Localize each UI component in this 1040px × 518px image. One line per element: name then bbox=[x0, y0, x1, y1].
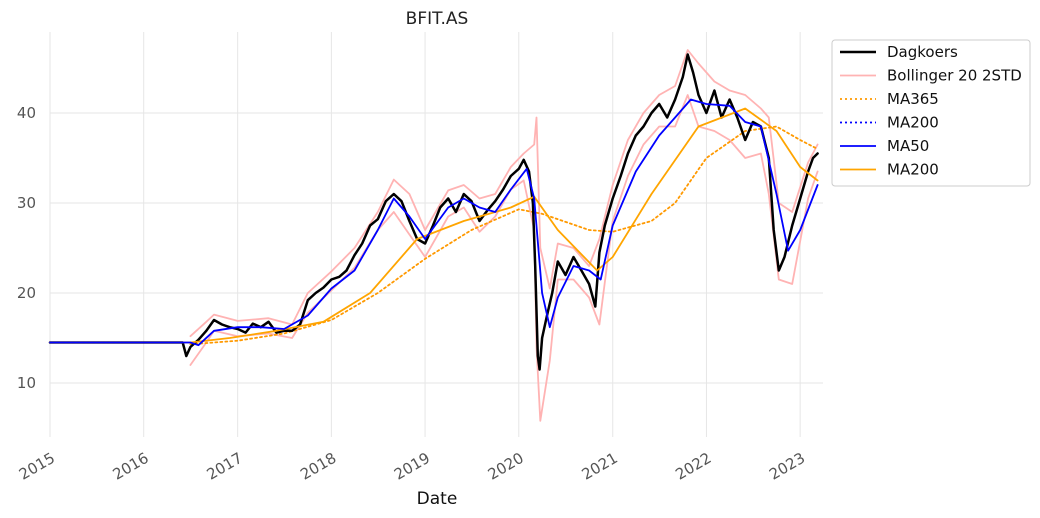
x-tick-label: 2021 bbox=[579, 449, 621, 484]
y-tick-label: 20 bbox=[17, 284, 36, 302]
x-tick-label: 2016 bbox=[110, 449, 152, 484]
series-layer bbox=[48, 49, 819, 422]
legend-label: Dagkoers bbox=[887, 43, 958, 61]
series-line-dagkoers-0 bbox=[48, 53, 819, 371]
x-tick-label: 2017 bbox=[204, 449, 246, 484]
series-bollinger-upper-line bbox=[189, 49, 819, 338]
axis-layer: 10 20 30 40 2015 2016 2017 2018 2019 2020 2021 2022… bbox=[16, 104, 808, 484]
y-tick-label: 30 bbox=[17, 194, 36, 212]
legend-label: Bollinger 20 2STD bbox=[887, 67, 1022, 85]
legend-label: MA50 bbox=[887, 137, 929, 155]
chart-title: BFIT.AS bbox=[406, 9, 469, 29]
y-tick-label: 40 bbox=[17, 104, 36, 122]
x-tick-label: 2018 bbox=[297, 449, 339, 484]
x-axis-title: Date bbox=[417, 489, 458, 509]
x-tick-label: 2020 bbox=[485, 449, 527, 484]
legend: Dagkoers Bollinger 20 2STD MA365 MA200 MA50 M… bbox=[831, 39, 1031, 187]
legend-label: MA200 bbox=[887, 114, 939, 132]
x-tick-label: 2022 bbox=[672, 449, 714, 484]
x-tick-label: 2015 bbox=[16, 449, 58, 484]
series-bollinger-lower-line bbox=[189, 94, 819, 422]
legend-label: MA365 bbox=[887, 90, 939, 108]
series-line-ma365-2 bbox=[189, 125, 819, 346]
grid-layer bbox=[49, 32, 823, 437]
x-tick-label: 2019 bbox=[391, 449, 433, 484]
legend-label: MA200 bbox=[887, 161, 939, 179]
x-tick-label: 2023 bbox=[766, 449, 808, 484]
y-tick-label: 10 bbox=[17, 374, 36, 392]
legend-box bbox=[831, 39, 1031, 187]
series-line-ma50-4 bbox=[49, 98, 819, 347]
